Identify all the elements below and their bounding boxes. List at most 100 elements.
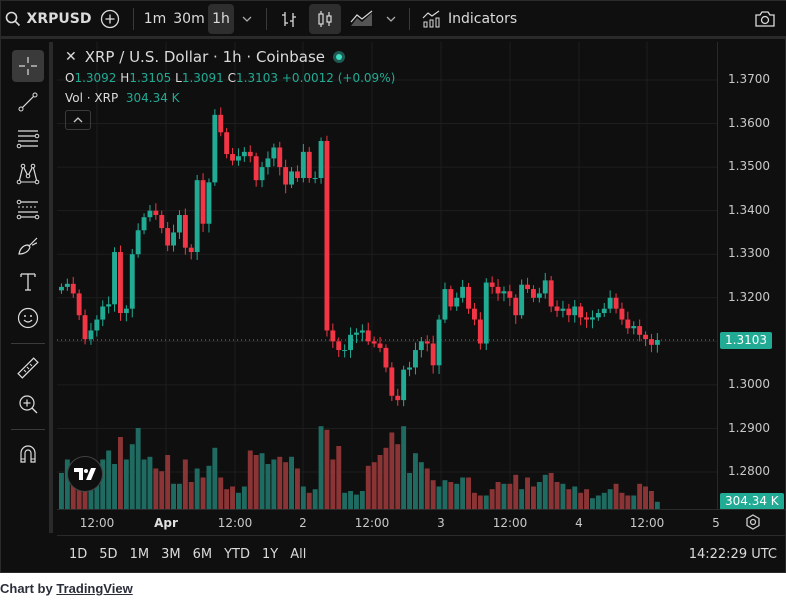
close-icon[interactable]: ✕: [65, 49, 77, 65]
legend-title-row: ✕ XRP / U.S. Dollar · 1h · Coinbase: [65, 48, 395, 66]
range-6m[interactable]: 6M: [192, 547, 213, 562]
time-label: 12:00: [629, 516, 665, 530]
time-label: 12:00: [79, 516, 115, 530]
collapse-legend-button[interactable]: [65, 110, 91, 130]
gear-icon: [745, 514, 761, 530]
interval-1m[interactable]: 1m: [143, 10, 167, 27]
price-label: 1.2800: [728, 464, 770, 478]
range-1y[interactable]: 1Y: [261, 547, 279, 562]
time-label: 5: [712, 516, 720, 530]
interval-dropdown[interactable]: [234, 4, 260, 34]
interval-30m[interactable]: 30m: [173, 10, 205, 27]
price-label: 1.2900: [728, 421, 770, 435]
volume-value: 304.34 K: [125, 91, 180, 105]
volume-row: Vol · XRP 304.34 K: [65, 91, 395, 105]
time-label: 12:00: [492, 516, 528, 530]
utc-clock[interactable]: 14:22:29 UTC: [688, 547, 777, 562]
chevron-up-icon: [73, 117, 83, 123]
indicators-button[interactable]: Indicators: [416, 4, 523, 34]
chart-style-dropdown[interactable]: [379, 4, 403, 34]
area-style-button[interactable]: [345, 4, 379, 34]
current-price-tag: 1.3103: [720, 332, 772, 349]
zoom-in-tool[interactable]: [12, 388, 44, 420]
fib-tool[interactable]: [12, 194, 44, 226]
horizontal-lines-icon: [16, 127, 40, 149]
candle-style-button[interactable]: [309, 3, 341, 34]
price-label: 1.3400: [728, 203, 770, 217]
toolbar-divider: [133, 7, 134, 30]
emoji-icon: [16, 306, 40, 330]
price-label: 1.3700: [728, 72, 770, 86]
indicators-label: Indicators: [448, 10, 518, 27]
candlestick-chart[interactable]: [57, 42, 717, 509]
ruler-tool[interactable]: [12, 352, 44, 384]
range-1d[interactable]: 1D: [69, 547, 88, 562]
range-3m[interactable]: 3M: [161, 547, 181, 562]
zoom-in-icon: [17, 393, 39, 415]
chevron-down-icon: [242, 16, 252, 22]
tradingview-logo[interactable]: [67, 456, 103, 492]
candle-style-icon: [316, 9, 334, 29]
brush-icon: [16, 235, 40, 257]
symbol-search[interactable]: XRPUSD: [1, 4, 93, 34]
symbol-name[interactable]: XRPUSD: [26, 10, 92, 27]
interval-1h[interactable]: 1h: [208, 3, 234, 34]
price-label: 1.3600: [728, 116, 770, 130]
add-symbol-button[interactable]: [93, 4, 127, 34]
time-label: Apr: [154, 516, 178, 530]
horizontal-lines-tool[interactable]: [12, 122, 44, 154]
screenshot-button[interactable]: [751, 4, 779, 34]
legend-title: XRP / U.S. Dollar · 1h · Coinbase: [84, 48, 326, 66]
trend-line-icon: [17, 91, 39, 113]
time-axis[interactable]: 12:00 Apr 12:00 2 12:00 3 12:00 4 12:00 …: [57, 509, 786, 535]
price-label: 1.3000: [728, 377, 770, 391]
range-5d[interactable]: 5D: [99, 547, 118, 562]
crosshair-tool[interactable]: [12, 50, 44, 82]
top-toolbar: XRPUSD 1m 30m 1h: [1, 1, 786, 39]
toolbar-divider: [266, 7, 267, 30]
bar-style-icon: [280, 9, 298, 29]
time-label: 2: [299, 516, 307, 530]
volume-label: Vol · XRP: [65, 91, 119, 105]
chart-settings-button[interactable]: [745, 514, 761, 530]
camera-icon: [754, 10, 776, 28]
change-value: +0.0012 (+0.09%): [281, 71, 396, 85]
ohlc-row: O1.3092 H1.3105 L1.3091 C1.3103 +0.0012 …: [65, 71, 395, 85]
ruler-icon: [16, 356, 40, 380]
price-label: 1.3200: [728, 290, 770, 304]
price-label: 1.3500: [728, 159, 770, 173]
high-label: H: [120, 71, 130, 85]
open-label: O: [65, 71, 75, 85]
tradingview-link[interactable]: TradingView: [56, 581, 133, 596]
magnet-tool[interactable]: [12, 438, 44, 470]
range-bar: 1D 5D 1M 3M 6M YTD 1Y All 14:22:29 UTC: [57, 535, 786, 573]
pattern-tool[interactable]: [12, 158, 44, 190]
text-tool[interactable]: [12, 266, 44, 298]
price-label: 1.3300: [728, 246, 770, 260]
range-ytd[interactable]: YTD: [224, 547, 250, 562]
high-value: 1.3105: [129, 71, 172, 85]
time-label: 4: [575, 516, 583, 530]
price-axis[interactable]: 1.3700 1.3600 1.3500 1.3400 1.3300 1.320…: [717, 42, 786, 510]
time-label: 3: [437, 516, 445, 530]
chevron-down-icon: [386, 16, 396, 22]
range-1m[interactable]: 1M: [129, 547, 150, 562]
add-symbol-icon: [100, 9, 120, 29]
chart-pane[interactable]: ✕ XRP / U.S. Dollar · 1h · Coinbase O1.3…: [57, 42, 717, 509]
text-icon: [17, 271, 39, 293]
emoji-tool[interactable]: [12, 302, 44, 334]
range-all[interactable]: All: [290, 547, 307, 562]
chart-legend: ✕ XRP / U.S. Dollar · 1h · Coinbase O1.3…: [65, 48, 395, 105]
volume-tag: 304.34 K: [720, 493, 784, 510]
brush-tool[interactable]: [12, 230, 44, 262]
search-icon: [5, 11, 21, 27]
bar-style-button[interactable]: [273, 4, 305, 34]
crosshair-icon: [17, 55, 39, 77]
open-value: 1.3092: [74, 71, 117, 85]
magnet-icon: [17, 443, 39, 465]
close-value: 1.3103: [236, 71, 279, 85]
trend-line-tool[interactable]: [12, 86, 44, 118]
attribution: Chart by TradingView: [0, 581, 133, 596]
time-label: 12:00: [217, 516, 253, 530]
toolbar-divider: [409, 7, 410, 30]
